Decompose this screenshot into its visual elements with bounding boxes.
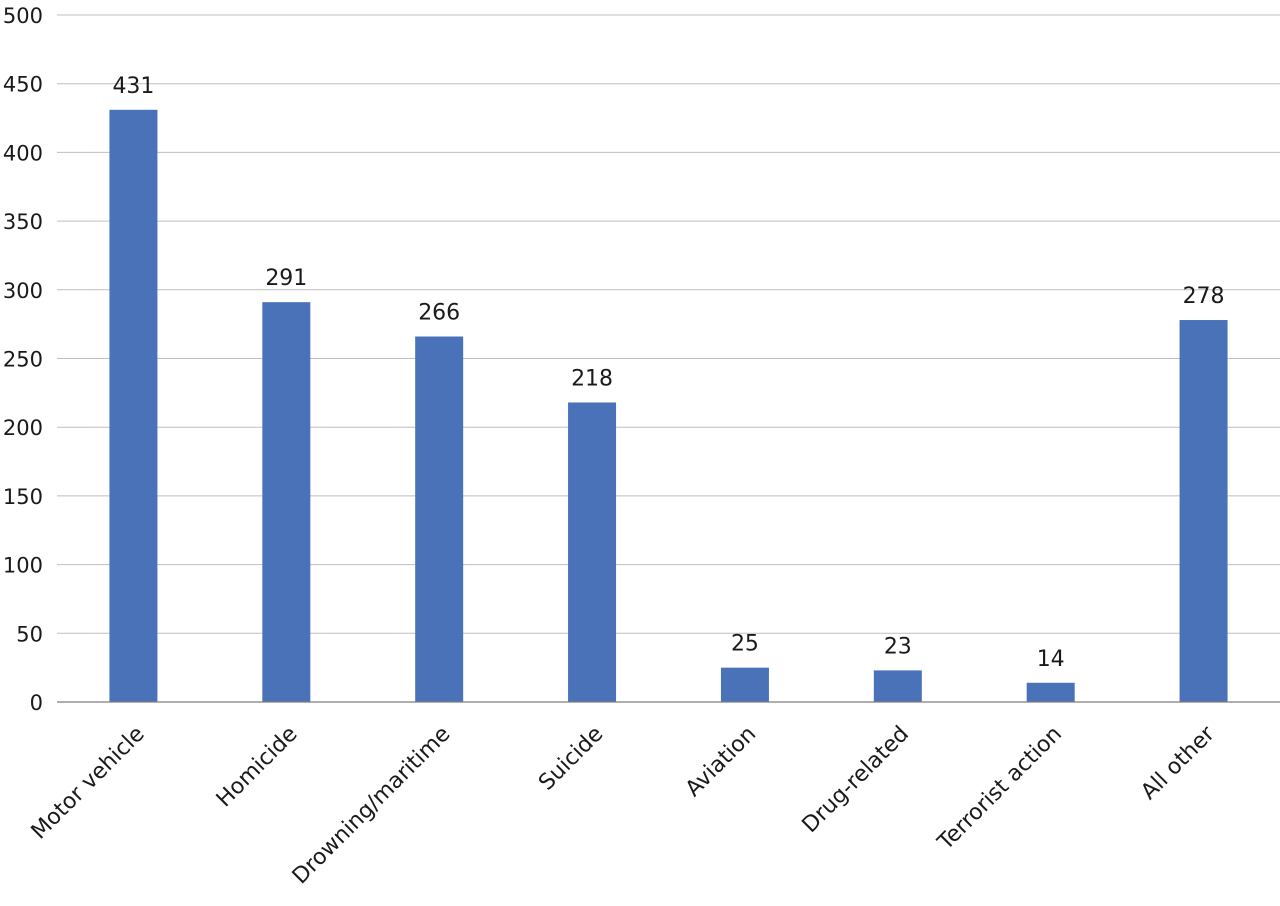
y-tick-label: 150 [3,485,43,509]
bar [109,109,158,702]
x-tick-label: Drowning/maritime [288,722,456,890]
y-tick-label: 450 [3,73,43,97]
data-label: 431 [112,74,154,99]
data-label: 291 [265,266,307,291]
gridlines [57,14,1280,634]
y-tick-label: 300 [3,279,43,303]
y-axis: 0 50 100 150 200 250 300 350 400 450 500 [3,4,43,715]
data-label: 266 [418,301,460,326]
x-tick-label: Homicide [212,722,303,813]
data-label: 218 [571,366,613,391]
x-tick-label: Terrorist action [933,722,1067,856]
bar [568,402,617,702]
data-label: 14 [1037,647,1065,672]
y-tick-label: 400 [3,141,43,165]
data-label: 23 [884,634,912,659]
y-tick-label: 350 [3,210,43,234]
bar [262,302,311,702]
y-tick-label: 100 [3,554,43,578]
bar [720,667,769,702]
x-tick-label: Drug-related [798,722,914,838]
data-label: 25 [731,632,759,657]
data-label: 278 [1183,284,1225,309]
bar [1026,682,1075,702]
bar [1179,320,1228,702]
data-labels: 431 291 266 218 25 23 14 278 [112,74,1224,672]
x-tick-label: Suicide [534,722,608,796]
y-tick-label: 50 [16,622,43,646]
x-tick-label: Motor vehicle [27,722,150,845]
x-tick-label: Aviation [681,722,761,802]
bar [415,336,464,702]
y-tick-label: 250 [3,348,43,372]
y-tick-label: 0 [30,691,43,715]
bars [109,109,1228,702]
bar [873,670,922,702]
x-tick-label: All other [1136,721,1220,805]
y-tick-label: 500 [3,4,43,28]
y-tick-label: 200 [3,416,43,440]
